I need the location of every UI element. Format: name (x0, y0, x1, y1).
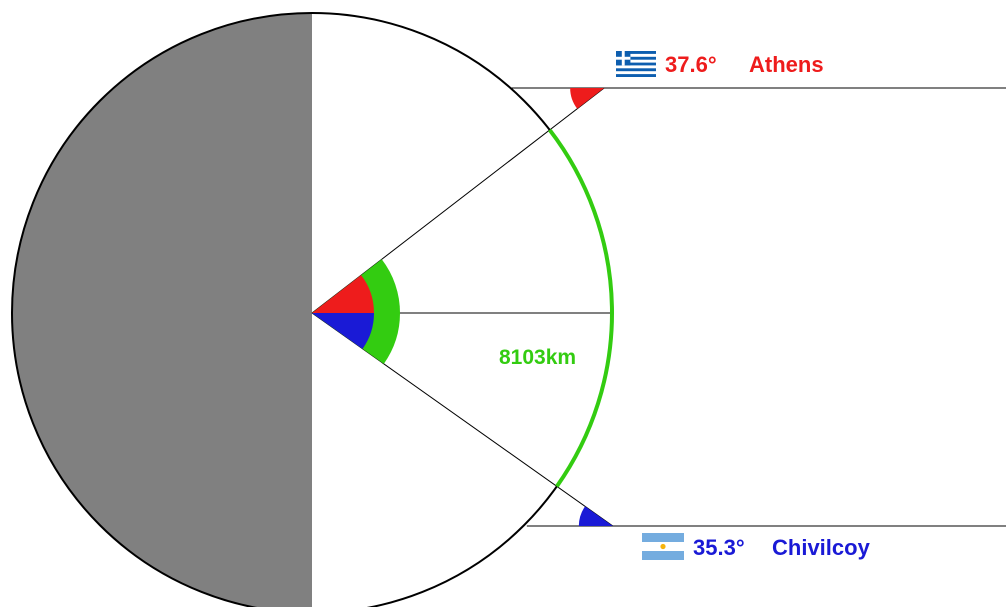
distance-arc (548, 128, 614, 488)
athens-angle-label: 37.6° (665, 52, 717, 77)
chivilcoy-city-label: Chivilcoy (772, 535, 871, 560)
athens-city-label: Athens (749, 52, 824, 77)
center-angle-chivilcoy (312, 313, 374, 349)
earth (11, 12, 613, 607)
earth-night-side (12, 13, 312, 607)
argentina-flag-icon (642, 533, 684, 560)
greece-flag-icon (616, 51, 656, 77)
sun-angle-athens (570, 88, 605, 109)
chivilcoy-angle-label: 35.3° (693, 535, 745, 560)
distance-label: 8103km (499, 346, 576, 369)
sun-angle-chivilcoy (578, 506, 613, 526)
center-angle-athens (312, 275, 374, 313)
